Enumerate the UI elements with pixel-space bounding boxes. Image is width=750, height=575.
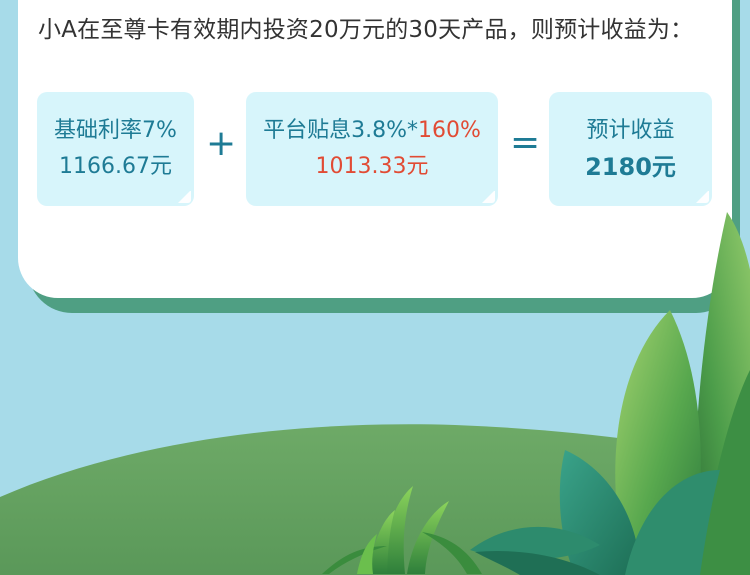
- subsidy-label: 平台贴息3.8%*160%: [246, 117, 498, 145]
- base-rate-value: 1166.67元: [59, 154, 172, 179]
- subsidy-value: 1013.33元: [315, 154, 429, 179]
- base-rate-tile: 基础利率7% 1166.67元: [37, 92, 194, 206]
- info-card: 小A在至尊卡有效期内投资20万元的30天产品，则预计收益为： 基础利率7% 11…: [18, 0, 732, 298]
- subsidy-label-prefix: 平台贴息3.8%*: [263, 118, 418, 143]
- result-tile: 预计收益 2180元: [549, 92, 712, 206]
- result-value: 2180元: [585, 153, 676, 181]
- result-label: 预计收益: [586, 118, 675, 143]
- subsidy-tile: 平台贴息3.8%*160% 1013.33元: [246, 92, 498, 206]
- subsidy-label-highlight: 160%: [418, 118, 481, 143]
- hill-shape: [0, 424, 750, 575]
- grass-tuft: [322, 486, 482, 574]
- headline: 小A在至尊卡有效期内投资20万元的30天产品，则预计收益为：: [38, 17, 694, 43]
- equals-operator: =: [510, 122, 541, 163]
- base-rate-label: 基础利率7%: [54, 118, 177, 143]
- plus-operator: +: [206, 123, 237, 164]
